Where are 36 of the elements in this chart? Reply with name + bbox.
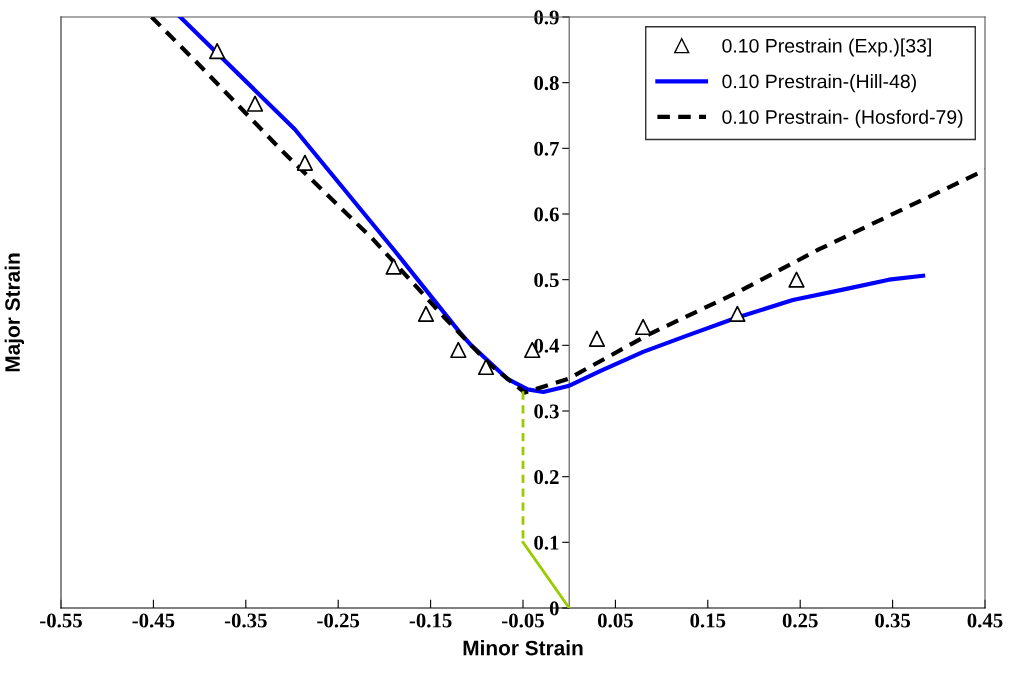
point	[588, 330, 606, 347]
y-axis-title: Major Strain	[4, 253, 25, 372]
point	[417, 305, 435, 322]
y-tick-label: 0.2	[534, 470, 559, 485]
x-tick-label: 0.05	[597, 613, 633, 628]
y-tick-label: 0.3	[534, 404, 559, 419]
x-tick-label: 0.35	[875, 613, 911, 628]
y-tick-label: 0.1	[534, 535, 559, 550]
x-tick-label: 0.15	[690, 613, 726, 628]
x-tick-label: -0.05	[502, 613, 544, 628]
y-tick-label: 0.7	[534, 141, 559, 156]
x-axis-title: Minor Strain	[463, 640, 583, 656]
point	[246, 95, 264, 112]
point	[209, 43, 226, 60]
y-tick-label: 0.9	[534, 10, 559, 25]
point	[385, 258, 402, 275]
point	[296, 154, 314, 171]
x-tick-label: -0.25	[317, 613, 360, 628]
y-tick-label: 0	[549, 601, 559, 616]
x-tick-label: -0.55	[40, 613, 82, 628]
point	[450, 341, 467, 359]
x-tick-label: 0.25	[782, 613, 818, 628]
x-tick-label: -0.35	[224, 613, 267, 628]
x-tick-label: 0.45	[967, 613, 1003, 628]
legend-label: 0.10 Prestrain (Exp.)[33]	[722, 38, 931, 57]
point	[635, 318, 652, 336]
y-tick-label: 0.8	[534, 76, 559, 91]
legend-label: 0.10 Prestrain-(Hill-48)	[722, 74, 916, 93]
x-tick-label: -0.15	[409, 613, 452, 628]
point	[477, 358, 495, 376]
x-tick-label: -0.45	[132, 613, 175, 628]
point	[788, 271, 805, 288]
point	[729, 305, 746, 322]
y-tick-label: 0.6	[534, 207, 559, 222]
legend-label: 0.10 Prestrain- (Hosford-79)	[722, 109, 963, 128]
y-tick-label: 0.5	[534, 273, 559, 288]
